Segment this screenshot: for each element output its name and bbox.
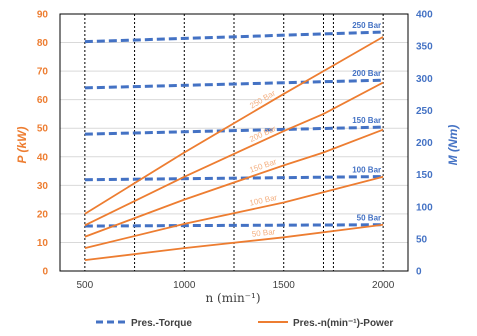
left-tick-80: 80 [37,38,49,49]
x-tick-1000: 1000 [173,280,196,291]
left-tick-40: 40 [37,152,49,163]
x-tick-2000: 2000 [372,280,395,291]
legend: Pres.-Torque Pres.-n(min⁻¹)-Power [96,318,393,329]
right-tick-200: 200 [416,138,433,149]
power-label-50-bar: 50 Bar [251,227,276,239]
torque-line-50-bar [84,223,384,228]
left-tick-60: 60 [37,95,49,106]
power-line-150-bar [84,128,384,238]
left-tick-90: 90 [37,10,49,21]
right-tick-300: 300 [416,74,433,85]
torque-series-group: 50 Bar 100 Bar 150 Bar 200 Bar 250 Bar [84,21,384,228]
right-tick-150: 150 [416,170,433,181]
x-axis-title: n (min⁻¹) [206,291,261,305]
torque-label-100-bar: 100 Bar [352,166,381,175]
power-line-250-bar [84,36,384,215]
x-tick-500: 500 [77,280,94,291]
tick-labels: 0 10 20 30 40 50 60 70 80 90 0 50 100 150 200 250 300 350… [37,10,433,292]
left-axis-title: P (kW) [15,127,29,164]
left-tick-20: 20 [37,209,49,220]
torque-line-250-bar [84,30,384,44]
legend-torque-label: Pres.-Torque [131,318,192,329]
x-tick-1500: 1500 [273,280,296,291]
power-line-50-bar [84,223,384,262]
left-tick-10: 10 [37,238,49,249]
torque-line-150-bar [84,125,384,136]
right-tick-50: 50 [416,234,428,245]
right-tick-100: 100 [416,202,433,213]
torque-label-250-bar: 250 Bar [352,21,381,30]
right-tick-350: 350 [416,42,433,53]
left-tick-0: 0 [42,267,48,278]
plot-frame [59,13,409,272]
left-tick-30: 30 [37,181,49,192]
left-tick-70: 70 [37,67,49,78]
right-tick-250: 250 [416,106,433,117]
right-axis-title: M (Nm) [446,125,460,166]
power-line-100-bar [84,175,384,250]
right-tick-0: 0 [416,267,422,278]
torque-line-100-bar [84,175,384,182]
left-tick-50: 50 [37,124,49,135]
legend-power-label: Pres.-n(min⁻¹)-Power [293,318,393,329]
power-line-200-bar [84,81,384,227]
torque-label-200-bar: 200 Bar [352,69,381,78]
right-tick-400: 400 [416,10,433,21]
torque-label-150-bar: 150 Bar [352,116,381,125]
torque-label-50-bar: 50 Bar [357,214,381,223]
vertical-reference-lines [84,14,384,271]
torque-line-200-bar [84,78,384,90]
